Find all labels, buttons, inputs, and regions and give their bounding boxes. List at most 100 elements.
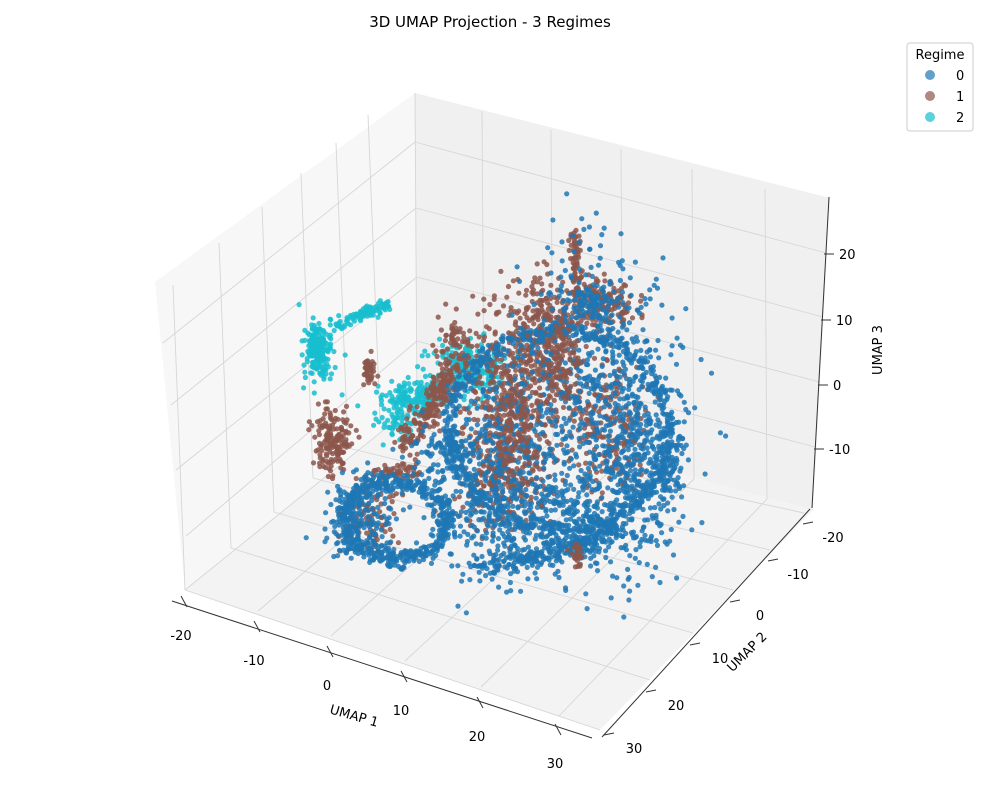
- point-regime-0-3208: [379, 557, 385, 563]
- point-regime-1-1174: [406, 426, 412, 432]
- point-regime-1-830: [329, 440, 335, 446]
- point-regime-0-2693: [430, 555, 436, 561]
- point-regime-2-609: [422, 373, 429, 379]
- point-regime-0-3067: [415, 548, 421, 554]
- point-regime-0-3117: [433, 544, 439, 550]
- point-regime-1-1537: [523, 287, 530, 293]
- point-regime-0-4382: [529, 344, 535, 350]
- point-regime-2-216: [310, 352, 316, 358]
- point-regime-2-188: [318, 345, 324, 351]
- point-regime-2-583: [478, 342, 484, 348]
- point-regime-0-3257: [335, 553, 341, 559]
- point-regime-1-890: [361, 382, 367, 388]
- point-regime-1-1415: [475, 311, 481, 317]
- point-regime-0-3294: [365, 483, 371, 489]
- point-regime-0-4399: [594, 568, 601, 574]
- point-regime-0-3397: [428, 560, 435, 567]
- point-regime-2-182: [325, 356, 331, 362]
- point-regime-1-1163: [424, 408, 430, 414]
- point-regime-1-788: [332, 407, 338, 414]
- point-regime-1-1310: [504, 294, 510, 300]
- point-regime-0-4352: [516, 278, 523, 284]
- point-regime-1-1464: [478, 380, 485, 387]
- point-regime-0-3944: [595, 346, 601, 352]
- point-regime-2-301: [387, 306, 393, 312]
- point-regime-0-3166: [303, 535, 309, 541]
- point-regime-2-285: [344, 316, 351, 322]
- point-regime-0-4231: [627, 588, 633, 594]
- point-regime-2-286: [380, 305, 386, 311]
- point-regime-0-4400: [564, 443, 570, 449]
- point-regime-1-1184: [448, 375, 454, 381]
- point-regime-0-4071: [615, 329, 621, 335]
- point-regime-0-3307: [350, 494, 356, 500]
- point-regime-1-1796: [538, 303, 545, 309]
- point-regime-0-4851: [510, 511, 516, 517]
- point-regime-0-2986: [416, 479, 422, 485]
- point-regime-0-3797: [717, 430, 724, 436]
- point-regime-0-3760: [427, 551, 433, 557]
- point-regime-0-4265: [570, 424, 576, 430]
- point-regime-1-803: [343, 403, 350, 409]
- point-regime-1-827: [316, 432, 322, 438]
- point-regime-0-3994: [616, 352, 622, 358]
- point-regime-0-3702: [588, 563, 594, 569]
- point-regime-1-772: [341, 409, 347, 415]
- point-regime-0-4236: [571, 249, 577, 255]
- point-regime-1-2169: [456, 494, 462, 500]
- point-regime-0-4877: [494, 517, 501, 523]
- point-regime-1-1169: [399, 426, 405, 432]
- point-regime-0-3668: [446, 514, 452, 520]
- point-regime-0-3934: [617, 314, 623, 320]
- point-regime-1-1506: [531, 376, 537, 382]
- back-grid-z-zero: [416, 276, 821, 383]
- point-regime-0-4511: [544, 533, 551, 539]
- point-regime-0-3384: [544, 513, 550, 519]
- point-regime-0-4039: [601, 225, 607, 231]
- point-regime-0-3290: [379, 470, 385, 476]
- point-regime-0-3437: [460, 571, 466, 577]
- point-regime-1-886: [342, 439, 348, 445]
- point-regime-0-4330: [621, 362, 627, 368]
- point-regime-2-671: [371, 422, 377, 428]
- point-regime-0-3017: [426, 543, 432, 549]
- point-regime-2-305: [353, 311, 359, 317]
- back-grid-x-4: [691, 168, 695, 480]
- floor-grid-x-0: [184, 402, 418, 591]
- point-regime-0-3974: [593, 403, 599, 409]
- point-regime-1-1480: [481, 334, 488, 340]
- point-regime-1-765: [306, 419, 312, 425]
- point-regime-1-1181: [428, 403, 434, 409]
- point-regime-1-1192: [412, 411, 418, 417]
- left-grid-z-0: [185, 340, 418, 537]
- point-regime-0-3341: [495, 536, 501, 542]
- point-regime-0-3227: [350, 469, 357, 475]
- point-regime-1-1458: [510, 278, 516, 284]
- point-regime-0-4256: [583, 511, 589, 517]
- back-grid-x-0: [414, 92, 418, 404]
- point-regime-0-3886: [576, 435, 582, 441]
- point-regime-0-4451: [481, 502, 487, 508]
- point-regime-1-979: [452, 319, 458, 326]
- point-regime-0-4582: [533, 532, 539, 538]
- point-regime-1-1365: [531, 321, 537, 327]
- point-regime-0-3777: [522, 537, 529, 543]
- point-regime-1-835: [328, 412, 334, 418]
- point-regime-0-3109: [385, 562, 391, 568]
- point-regime-1-863: [330, 473, 336, 479]
- point-regime-0-3992: [566, 405, 572, 411]
- point-regime-2-218: [313, 365, 319, 371]
- point-regime-1-2276: [475, 417, 481, 423]
- point-regime-1-851: [314, 419, 321, 425]
- point-regime-0-4277: [587, 498, 593, 504]
- point-regime-1-1023: [437, 361, 444, 367]
- point-regime-0-3350: [393, 516, 399, 522]
- point-regime-0-4396: [603, 349, 609, 355]
- point-regime-1-1178: [406, 407, 412, 413]
- point-regime-0-3193: [323, 510, 329, 516]
- point-regime-2-322: [389, 378, 395, 384]
- point-regime-0-4791: [614, 344, 620, 350]
- point-regime-2-440: [373, 389, 380, 395]
- point-regime-0-4762: [457, 372, 463, 378]
